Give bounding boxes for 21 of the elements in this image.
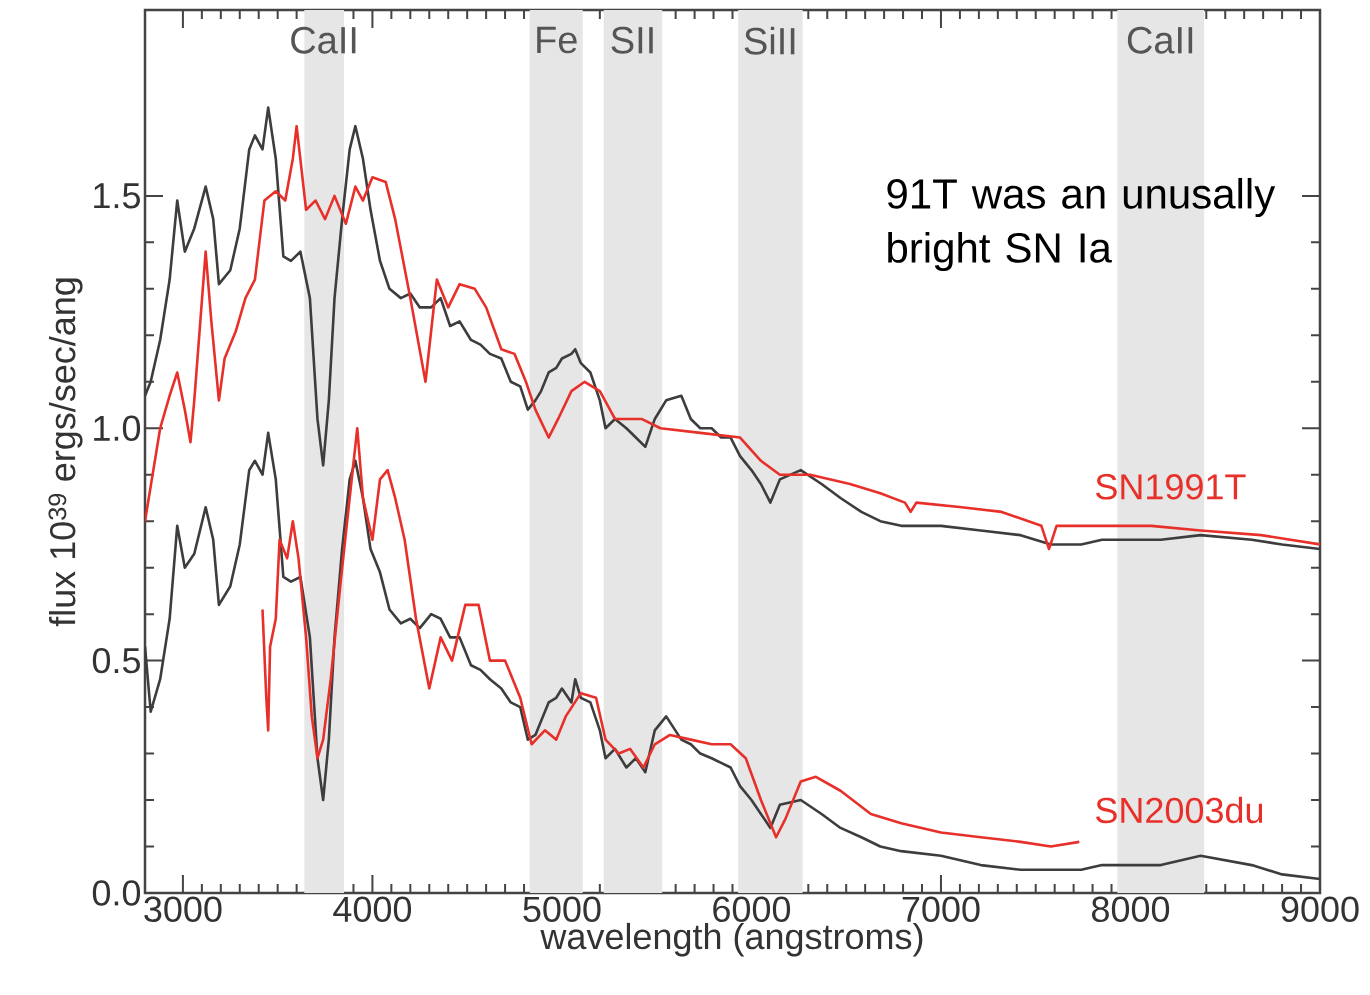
y-tick-label: 1.0 xyxy=(94,415,141,441)
y-axis-title: flux 10$^{39}$ ergs/sec/ang xyxy=(48,278,83,627)
x-tick-label: 7000 xyxy=(902,896,980,922)
annotation: 91T was an unusally bright SN Ia xyxy=(887,177,1276,272)
x-tick-label: 3000 xyxy=(144,896,222,922)
band-label: SII xyxy=(611,26,653,54)
x-tick-label: 9000 xyxy=(1281,896,1359,922)
y-tick-label: 0.0 xyxy=(92,880,141,906)
x-tick-label: 4000 xyxy=(333,896,412,922)
band-label: SiII xyxy=(744,26,795,55)
x-tick-label: 6000 xyxy=(713,896,791,922)
band-label: CaII xyxy=(291,26,356,54)
x-axis-title: wavelength (angstroms) xyxy=(540,922,923,957)
y-tick-label: 1.5 xyxy=(94,183,140,209)
band-label: CaII xyxy=(1127,26,1193,54)
x-tick-label: 5000 xyxy=(523,896,601,922)
series-label: SN1991T xyxy=(1096,474,1246,500)
band-label: Fe xyxy=(537,26,577,54)
x-tick-label: 8000 xyxy=(1092,896,1170,922)
y-tick-label: 0.5 xyxy=(92,647,140,674)
series-label: SN2003du xyxy=(1096,796,1263,824)
